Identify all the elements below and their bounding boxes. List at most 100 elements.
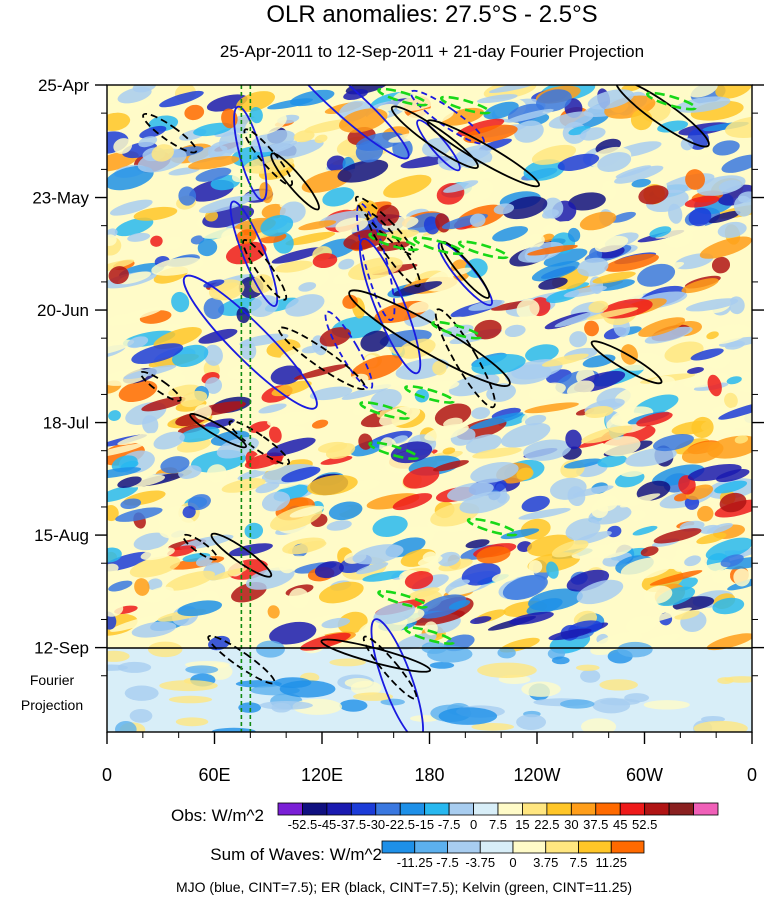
anomaly-patch [718,336,752,348]
anomaly-patch [120,498,142,510]
anomaly-patch [375,241,410,252]
anomaly-patch [159,90,204,108]
anomaly-patch [388,229,408,245]
colorbar-level: 7.5 [489,817,507,832]
projection-patch [339,699,368,712]
anomaly-patch [311,419,329,429]
anomaly-patch [690,348,724,361]
projection-patch [353,692,394,701]
anomaly-patch [685,169,706,190]
colorbar-swatch [326,802,352,816]
anomaly-patch [288,588,310,609]
kelvin-contour [413,236,464,256]
legend-note: MJO (blue, CINT=7.5); ER (black, CINT=7.… [176,879,632,895]
anomaly-patch [134,578,150,596]
anomaly-patch [472,447,522,459]
anomaly-patch [114,217,154,237]
anomaly-patch [565,518,601,541]
anomaly-patch [314,134,328,144]
anomaly-patch [107,234,117,246]
anomaly-patch [541,353,589,367]
anomaly-patch [298,190,326,200]
anomaly-patch [721,154,752,173]
anomaly-patch [358,433,373,450]
colorbar-swatch [619,802,646,816]
colorbar-swatch [302,802,328,816]
mjo-contour [324,310,374,390]
anomaly-patch [153,431,185,450]
projection-patch [185,665,219,674]
anomaly-patch [180,390,208,408]
anomaly-patch [107,485,139,503]
colorbar-level: -22.5 [385,817,415,832]
er-contour [270,152,320,211]
anomaly-patch [448,373,500,397]
y-tick-label: 23-May [32,189,89,208]
anomaly-patch [531,260,580,282]
projection-patch [211,727,256,732]
anomaly-patch [594,235,629,253]
y-tick-label: 12-Sep [34,639,89,658]
anomaly-patch [521,495,550,513]
anomaly-patch [655,223,706,239]
projection-patch [471,722,515,731]
anomaly-patch [133,206,178,221]
anomaly-patch [527,244,578,256]
anomaly-patch [447,482,494,502]
anomaly-patch [523,439,572,461]
anomaly-patch [140,547,175,561]
anomaly-patch [636,412,673,427]
anomaly-patch [151,144,174,162]
er-contour [390,105,479,169]
anomaly-patch [314,561,344,579]
colorbar-level: -7.5 [436,855,458,870]
anomaly-patch [471,354,526,375]
anomaly-patch [712,140,740,156]
anomaly-patch [177,424,206,434]
anomaly-patch [456,118,505,137]
anomaly-patch [305,614,347,627]
anomaly-patch [493,203,515,215]
x-tick-label: 60E [198,765,230,785]
anomaly-patch [717,221,747,238]
colorbar-level: 11.25 [595,855,627,870]
y-tick-label: 25-Apr [38,76,89,95]
anomaly-patch [742,371,752,388]
projection-patch [521,681,561,697]
anomaly-patch [300,632,351,651]
projection-patch [380,698,405,706]
anomaly-patch [312,253,338,269]
kelvin-contour [368,232,420,252]
anomaly-patch [430,336,451,345]
er-contour [182,533,218,561]
anomaly-patch [720,554,744,568]
anomaly-patch [476,94,518,104]
mjo-contour [356,202,396,322]
anomaly-patch [502,196,548,220]
mjo-contour [359,237,422,375]
anomaly-patch [492,226,529,242]
mjo-contour [280,85,410,160]
anomaly-patch [699,236,752,259]
colorbar-level: -30 [366,817,385,832]
colorbar-level: -3.75 [465,855,495,870]
anomaly-patch [236,307,250,324]
anomaly-patch [107,547,122,563]
anomaly-patch [528,560,543,574]
anomaly-patch [370,389,402,411]
anomaly-patch [703,324,750,345]
colorbar-level: 30 [564,817,578,832]
projection-patch [477,662,537,678]
obs-colorbar: -52.5 -45 -37.5 -30 -22.5 -15 -7.5 0 7.5 15 22.5 30… [277,802,719,832]
anomaly-patch [205,210,219,222]
anomaly-patch [109,615,160,632]
anomaly-patch [309,386,353,401]
plot-area [106,84,753,733]
projection-patch [238,702,262,713]
colorbar-swatch [570,802,597,816]
anomaly-patch [178,186,197,206]
anomaly-patch [107,85,122,104]
anomaly-patch [267,411,317,428]
colorbar-swatch [424,802,450,816]
anomaly-patch [450,579,471,588]
